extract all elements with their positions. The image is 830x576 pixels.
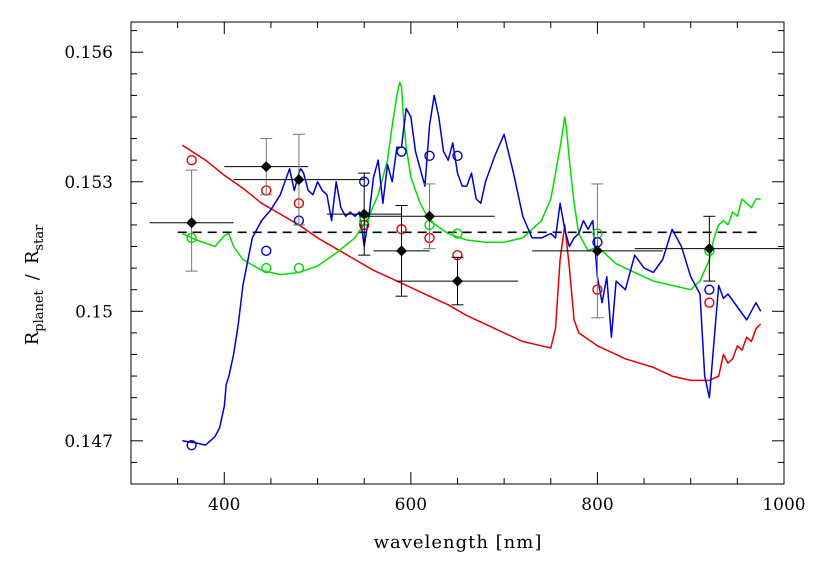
y-axis-label: Rplanet / Rstar [22,224,47,345]
tick-labels: 400 600 800 1000 0.147 0.15 0.153 0.156 [64,43,805,515]
red-open-circle [186,154,197,166]
y-tick-label: 0.156 [64,43,113,63]
measurement-diamond [452,275,463,287]
y-label-sub1: planet [32,289,47,331]
blue-open-circle [452,150,463,162]
measurement-diamond [591,245,603,257]
measurement-points [149,133,784,319]
plot-frame [130,21,785,485]
blue-open-circle [396,146,407,157]
y-label-sub2: star [32,224,47,251]
x-tick-label: 400 [208,495,240,515]
measurement-diamond [260,161,272,173]
x-tick-label: 800 [581,495,613,515]
measurement-diamond [293,174,305,186]
model-lines [181,81,762,446]
green-open-circle [452,228,463,239]
green-open-circle [293,262,305,274]
y-tick-label: 0.15 [75,302,113,322]
y-label-separator: / [22,273,43,280]
y-tick-label: 0.147 [64,432,113,452]
blue-open-circle [261,245,272,257]
blue-open-circle [424,150,435,162]
measurement-diamond [424,210,436,222]
measurement-diamond [358,208,370,220]
measurement-diamond [396,245,408,257]
green-model-line [181,81,761,291]
red-model-line [181,144,762,382]
blue-open-circle [186,439,197,451]
measurement-diamond [186,217,198,229]
red-open-circle [704,297,715,308]
axis-ticks [130,22,785,485]
y-label-r2: R [22,250,43,264]
y-label-r1: R [22,331,43,345]
green-open-circle [261,262,272,274]
blue-model-line [182,94,762,446]
x-tick-label: 1000 [762,495,805,515]
y-tick-label: 0.153 [64,173,113,193]
blue-open-circle [704,284,715,295]
x-axis-label: wavelength [nm] [374,532,543,553]
measurement-diamond [703,243,715,255]
x-tick-label: 600 [395,495,427,515]
